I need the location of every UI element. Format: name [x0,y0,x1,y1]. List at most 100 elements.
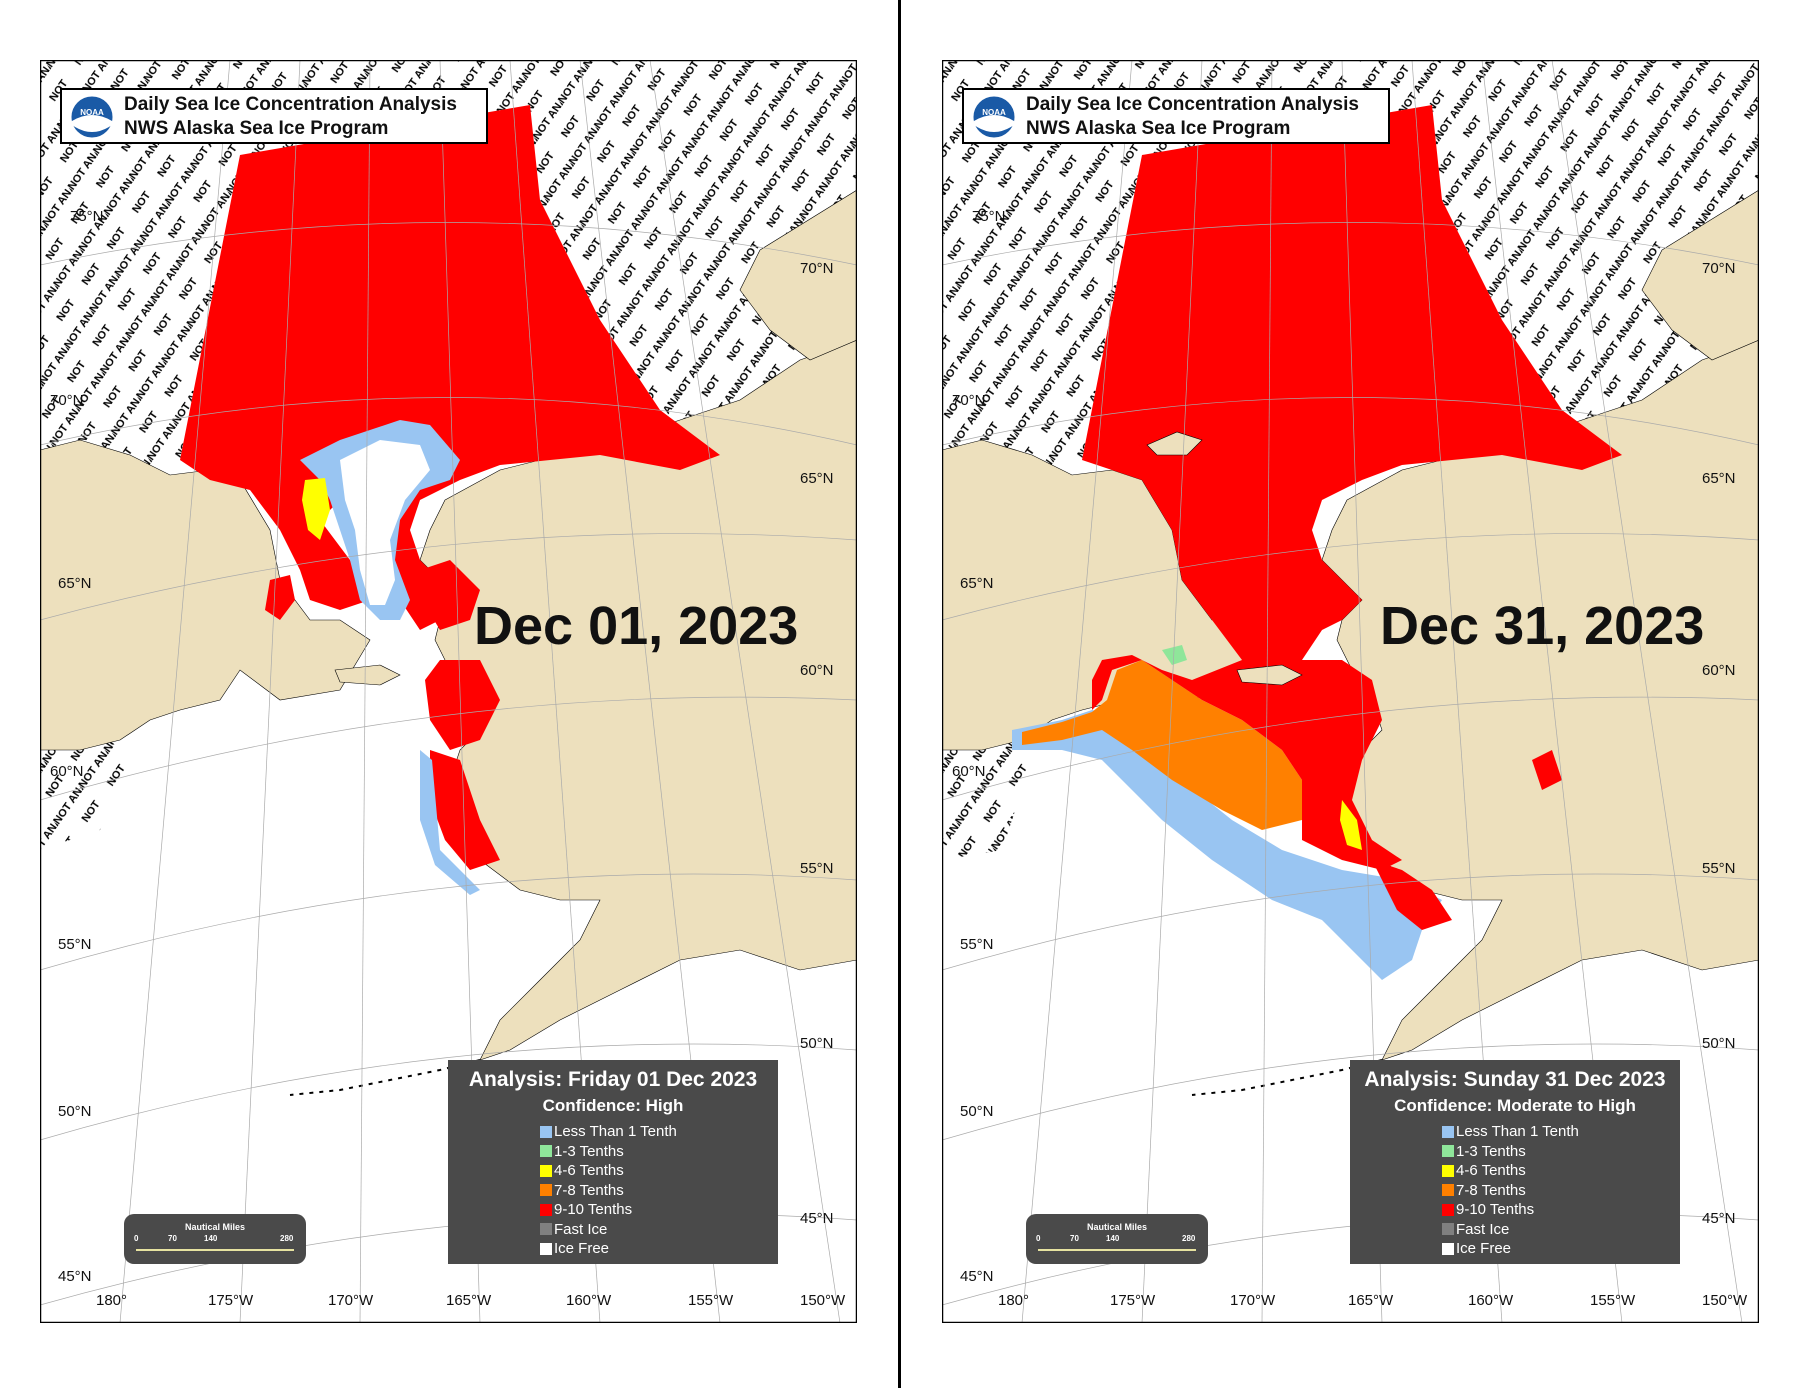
legend-item: 4-6 Tenths [540,1161,677,1181]
lon-label: 170°W [328,1292,374,1309]
ice-lt1-bering [1012,710,1442,980]
ice-9-10-cook-inlet [1532,750,1562,790]
land-canada [739,189,857,361]
map-frame [942,60,1759,1323]
lat-label-70: 70°N [50,392,84,409]
legend-swatch [540,1242,552,1255]
ice-9-10-norton [420,560,480,630]
lat-label-65-east: 65°N [800,470,834,487]
scale-tick: 280 [280,1234,294,1243]
scale-title: Nautical Miles [184,1222,246,1232]
lon-label: 155°W [1590,1292,1636,1309]
lat-label-45: 45°N [960,1268,994,1285]
lat-label-65: 65°N [58,575,92,592]
legend-list: Less Than 1 Tenth 1-3 Tenths 4-6 Tenths … [1442,1122,1579,1259]
scale-tick: 280 [1182,1234,1196,1243]
legend-item: 7-8 Tenths [540,1181,677,1201]
lat-label-55: 55°N [58,936,92,953]
ice-1-3-patch [1162,645,1187,665]
lat-label-65: 65°N [960,575,994,592]
lon-label: 165°W [446,1292,492,1309]
lat-label-60: 60°N [50,763,84,780]
map-header: NOAA Daily Sea Ice Concentration Analysi… [60,88,488,144]
lon-label: 160°W [566,1292,612,1309]
panel-divider [898,0,901,1388]
legend-item: 1-3 Tenths [1442,1142,1579,1162]
header-subtitle: NWS Alaska Sea Ice Program [124,118,389,139]
legend-swatch [1442,1203,1454,1216]
not-analyzed-north [40,60,857,530]
ice-9-10-kusk [430,750,500,870]
ice-9-10-bering [1092,655,1402,870]
noaa-logo-icon: NOAA [972,95,1016,139]
lat-label-55: 55°N [960,936,994,953]
scale-tick: 70 [1070,1234,1079,1243]
map-panel-dec-01: NOT ANALYZED NOT ANALYZED [40,60,857,1323]
aleutian-islands [289,1059,481,1096]
map-header: NOAA Daily Sea Ice Concentration Analysi… [962,88,1390,144]
legend-swatch [1442,1223,1454,1236]
legend-item: 9-10 Tenths [540,1200,677,1220]
confidence-label: Confidence: High [542,1096,684,1115]
lon-label: 170°W [1230,1292,1276,1309]
lon-label: 175°W [1110,1292,1156,1309]
map-frame [40,60,857,1323]
lat-label-75: 75°N [972,208,1006,225]
lon-label: 155°W [688,1292,734,1309]
legend-swatch [540,1203,552,1216]
lat-label-65-east: 65°N [1702,470,1736,487]
legend-swatch [1442,1164,1454,1177]
legend-swatch [540,1184,552,1197]
scale-tick: 70 [168,1234,177,1243]
ice-4-6-patch [302,478,330,540]
lon-label: 175°W [208,1292,254,1309]
legend-item: Ice Free [540,1239,677,1259]
confidence-label: Confidence: Moderate to High [1394,1096,1636,1115]
lat-label-70-east: 70°N [800,260,834,277]
scale-bar-box: Nautical Miles 0 70 140 280 [1026,1214,1208,1264]
sea-ice-map: NOT ANALYZED NOT ANALYZED [942,60,1759,1323]
legend-swatch [540,1125,552,1138]
scale-title: Nautical Miles [1086,1222,1148,1232]
date-label: Dec 31, 2023 [1380,596,1705,656]
analysis-date: Analysis: Sunday 31 Dec 2023 [1364,1068,1666,1091]
analysis-date: Analysis: Friday 01 Dec 2023 [468,1068,758,1091]
not-analyzed-north [942,60,1759,530]
scale-line [1038,1249,1196,1251]
ice-free-channel [340,440,430,605]
land-canada [1641,189,1759,361]
legend-box: Analysis: Friday 01 Dec 2023 Confidence:… [448,1060,778,1264]
scale-tick: 0 [1036,1234,1041,1243]
ice-4-6-coast [1340,800,1362,850]
legend-swatch [1442,1145,1454,1158]
lat-label-50-east: 50°N [800,1035,834,1052]
legend-item: Fast Ice [540,1220,677,1240]
scale-tick: 140 [204,1234,218,1243]
legend-item: 7-8 Tenths [1442,1181,1579,1201]
legend-list: Less Than 1 Tenth 1-3 Tenths 4-6 Tenths … [540,1122,677,1259]
legend-swatch [540,1164,552,1177]
legend-swatch [540,1223,552,1236]
land-wrangel [1146,431,1203,456]
legend-item: Less Than 1 Tenth [540,1122,677,1142]
lon-label: 150°W [800,1292,846,1309]
legend-item: 9-10 Tenths [1442,1200,1579,1220]
lon-label: 180° [998,1292,1030,1309]
scale-tick: 0 [134,1234,139,1243]
lat-label-55-east: 55°N [1702,860,1736,877]
ice-lt1-coast [420,750,480,895]
sea-ice-map: NOT ANALYZED NOT ANALYZED [40,60,857,1323]
legend-swatch [1442,1184,1454,1197]
lat-label-70-east: 70°N [1702,260,1736,277]
land-chukotka [40,439,371,751]
lat-label-50: 50°N [58,1103,92,1120]
lon-label: 165°W [1348,1292,1394,1309]
lat-label-55-east: 55°N [800,860,834,877]
legend-item: Less Than 1 Tenth [1442,1122,1579,1142]
lat-label-50-east: 50°N [1702,1035,1736,1052]
legend-swatch [540,1145,552,1158]
lon-label: 160°W [1468,1292,1514,1309]
noaa-logo-icon: NOAA [70,95,114,139]
date-label: Dec 01, 2023 [474,596,799,656]
lat-label-75: 75°N [70,208,104,225]
